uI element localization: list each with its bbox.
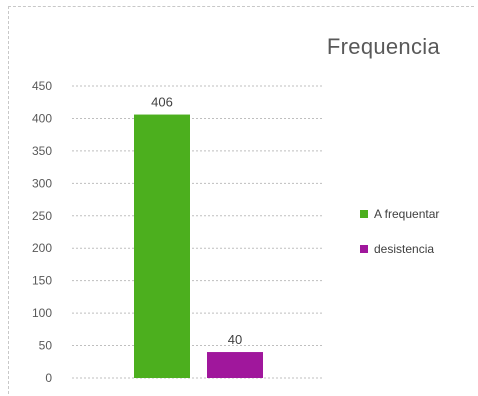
bar-a-frequentar [134, 114, 190, 378]
bar-desistencia [207, 352, 263, 378]
y-tick-label: 0 [45, 371, 52, 385]
data-label: 406 [151, 95, 173, 110]
legend-item-a-frequentar: A frequentar [360, 207, 439, 221]
y-tick-label: 200 [32, 241, 52, 255]
legend-swatch [360, 245, 368, 253]
legend-item-desistencia: desistencia [360, 242, 434, 256]
legend-label: desistencia [374, 242, 435, 256]
y-tick-label: 50 [39, 339, 53, 353]
y-tick-label: 450 [32, 79, 52, 93]
y-tick-label: 100 [32, 306, 52, 320]
chart-title: Frequencia [326, 34, 440, 59]
y-tick-label: 250 [32, 209, 52, 223]
y-tick-label: 300 [32, 176, 52, 190]
legend-swatch [360, 210, 368, 218]
data-label: 40 [228, 332, 242, 347]
y-tick-label: 400 [32, 111, 52, 125]
y-tick-label: 150 [32, 274, 52, 288]
legend-label: A frequentar [374, 207, 440, 221]
chart-frame [8, 6, 474, 394]
y-tick-label: 350 [32, 144, 52, 158]
